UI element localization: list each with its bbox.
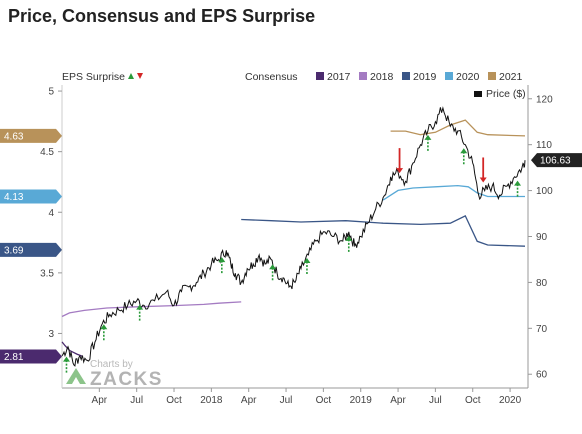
right-tick-label: 60 xyxy=(536,370,548,381)
eps-beat-arrow-head xyxy=(100,324,108,330)
right-tick-label: 70 xyxy=(536,324,548,335)
watermark-brand-text: ZACKS xyxy=(90,369,163,390)
consensus-badge: 2.81 xyxy=(0,349,62,364)
consensus-line-2020 xyxy=(382,184,525,201)
consensus-label: Consensus xyxy=(245,71,298,83)
legend-label-2017: 2017 xyxy=(327,71,351,83)
x-tick-label: Apr xyxy=(241,395,257,406)
legend-swatch-2019 xyxy=(402,72,410,80)
eps-arrow-up xyxy=(303,257,311,274)
right-tick-label: 120 xyxy=(536,94,553,105)
price-line xyxy=(61,106,526,367)
eps-surprise-label: EPS Surprise xyxy=(62,71,125,83)
eps-beat-arrow-head xyxy=(345,235,353,241)
x-tick-label: Apr xyxy=(390,395,406,406)
eps-beat-arrow-head xyxy=(269,264,277,270)
legend-swatch-2017 xyxy=(316,72,324,80)
right-tick-label: 110 xyxy=(536,140,552,151)
x-tick-label: Jul xyxy=(280,395,293,406)
eps-arrow-up xyxy=(345,235,353,252)
eps-beat-arrow-head xyxy=(514,180,522,186)
consensus-line-2021 xyxy=(390,119,526,137)
eps-beat-arrow-head xyxy=(218,257,226,263)
x-tick-label: Apr xyxy=(92,395,108,406)
consensus-badge: 3.69 xyxy=(0,242,62,257)
eps-arrow-up xyxy=(269,264,277,281)
eps-beat-arrow-head xyxy=(303,257,311,263)
legend-swatch-2020 xyxy=(445,72,453,80)
consensus-badge: 4.63 xyxy=(0,128,62,143)
eps-beat-legend-icon xyxy=(128,73,134,79)
left-tick-label: 3.5 xyxy=(40,268,54,279)
price-legend-label: Price ($) xyxy=(486,88,526,100)
zacks-logo-icon-inner xyxy=(72,377,80,384)
eps-arrow-up xyxy=(514,180,522,197)
legend-swatch-2021 xyxy=(488,72,496,80)
consensus-badge-value: 3.69 xyxy=(4,245,24,256)
legend-label-2020: 2020 xyxy=(456,71,480,83)
x-tick-label: 2020 xyxy=(499,395,522,406)
watermark-top-text: Charts by xyxy=(90,359,133,370)
eps-miss-arrow-head xyxy=(396,168,404,174)
consensus-badge-shape xyxy=(0,349,62,364)
eps-arrow-up xyxy=(136,304,144,321)
consensus-badge-shape xyxy=(0,128,62,143)
consensus-badge-shape xyxy=(0,189,62,204)
page-title: Price, Consensus and EPS Surprise xyxy=(8,6,316,26)
legend-swatch-2018 xyxy=(359,72,367,80)
consensus-line-2019 xyxy=(241,215,526,247)
eps-arrow-up xyxy=(218,257,226,274)
eps-beat-arrow-head xyxy=(460,148,468,154)
eps-arrow-down xyxy=(479,157,487,183)
right-tick-label: 90 xyxy=(536,232,548,243)
consensus-badge-value: 2.81 xyxy=(4,352,24,363)
consensus-badge-value: 4.63 xyxy=(4,131,24,142)
eps-arrow-up xyxy=(62,356,70,373)
consensus-line-2018 xyxy=(61,301,242,318)
eps-beat-arrow-head xyxy=(136,304,144,310)
consensus-badge-shape xyxy=(0,242,62,257)
left-tick-label: 4 xyxy=(48,208,54,219)
eps-miss-arrow-head xyxy=(479,177,487,183)
legend-label-2021: 2021 xyxy=(499,71,523,83)
left-tick-label: 4.5 xyxy=(40,147,54,158)
eps-beat-arrow-head xyxy=(424,134,432,140)
consensus-badge: 4.13 xyxy=(0,189,62,204)
x-tick-label: Oct xyxy=(166,395,182,406)
price-badge-value: 106.63 xyxy=(540,156,571,167)
right-tick-label: 80 xyxy=(536,278,548,289)
left-tick-label: 5 xyxy=(48,87,54,98)
right-tick-label: 100 xyxy=(536,186,553,197)
legend-label-2019: 2019 xyxy=(413,71,437,83)
watermark: Charts by ZACKS xyxy=(66,359,163,390)
price-badge: 106.63 xyxy=(531,153,582,168)
eps-miss-legend-icon xyxy=(137,73,143,79)
price-legend-swatch xyxy=(474,91,482,97)
x-tick-label: 2019 xyxy=(350,395,373,406)
x-tick-label: Jul xyxy=(429,395,442,406)
eps-arrow-down xyxy=(396,148,404,174)
eps-arrow-up xyxy=(424,134,432,151)
consensus-badge-value: 4.13 xyxy=(4,192,24,203)
eps-arrow-up xyxy=(460,148,468,165)
price-badge-shape xyxy=(531,153,582,168)
eps-arrow-up xyxy=(100,324,108,341)
zacks-logo-icon xyxy=(66,368,86,384)
x-tick-label: 2018 xyxy=(200,395,223,406)
x-tick-label: Oct xyxy=(465,395,481,406)
left-tick-label: 3 xyxy=(48,329,54,340)
eps-beat-arrow-head xyxy=(62,356,70,362)
x-tick-label: Jul xyxy=(130,395,143,406)
legend-label-2018: 2018 xyxy=(370,71,394,83)
x-tick-label: Oct xyxy=(316,395,332,406)
